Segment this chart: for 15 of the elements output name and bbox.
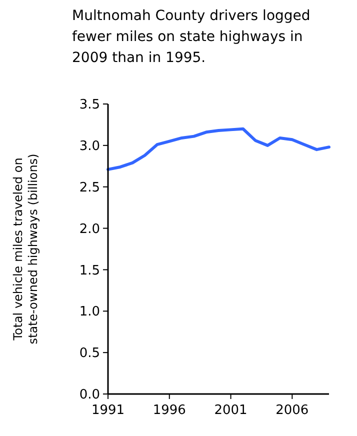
line-series [106,127,330,171]
y-tick-label: 2.0 [79,222,100,237]
y-tick-label: 1.0 [79,304,100,320]
y-tick-label: 0.0 [79,388,100,403]
y-tick-label: 0.5 [79,346,100,362]
x-tick-label: 1996 [152,403,186,418]
y-tick-label: 2.5 [79,180,100,196]
chart-title: Multnomah County drivers logged fewer miles on state highways in 2009 than in 1995. [72,8,310,66]
y-axis-title: Total vehicle miles traveled on state-owned highways (billions) [11,154,40,344]
y-tick-label: 1.5 [79,263,100,278]
y-tick-label: 3.0 [79,138,100,154]
x-tick-label: 1991 [91,403,125,418]
x-tick-label: 2006 [276,403,309,418]
y-tick-label: 3.5 [79,98,100,113]
x-tick-label: 2001 [214,403,248,418]
